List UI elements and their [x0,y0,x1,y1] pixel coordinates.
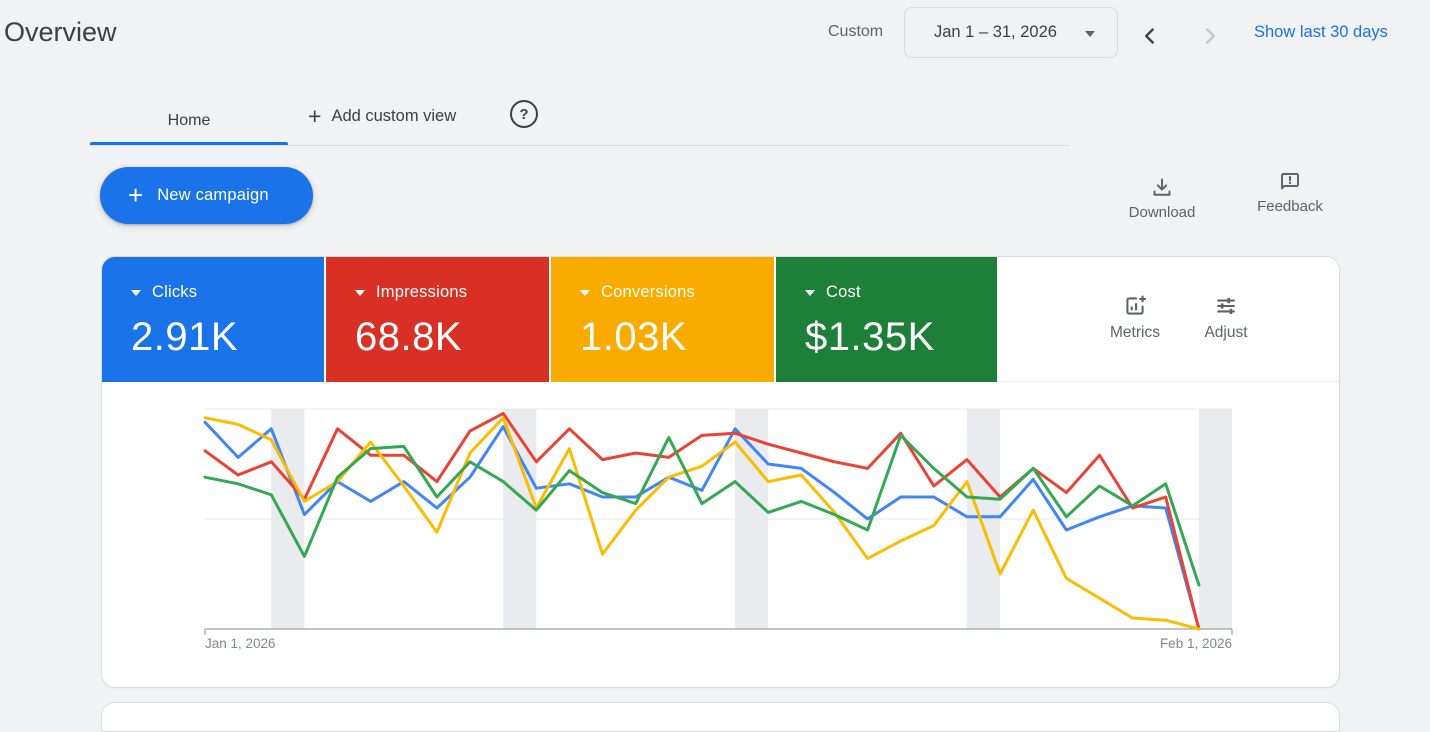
chevron-down-icon [131,290,141,296]
adjust-button[interactable]: Adjust [1198,293,1254,342]
metric-label: Conversions [601,283,695,302]
overview-card: Clicks 2.91K Impressions 68.8K Conversio… [101,256,1340,688]
metric-card-cost[interactable]: Cost $1.35K [776,257,997,382]
tab-bar-divider [90,145,1069,146]
chevron-down-icon [805,290,815,296]
overflow-menu-button[interactable] [1287,301,1313,341]
help-button[interactable]: ? [510,100,538,128]
question-mark-icon: ? [519,106,528,123]
download-icon [1150,176,1174,200]
previous-period-button[interactable] [1132,18,1168,54]
new-campaign-label: New campaign [157,186,269,205]
chevron-right-icon [1197,23,1223,49]
next-period-button[interactable] [1192,18,1228,54]
tab-home-label: Home [168,112,211,130]
add-custom-view-button[interactable]: + Add custom view [308,100,456,132]
metric-value: 1.03K [580,315,774,360]
feedback-icon [1278,170,1302,194]
metric-value: 2.91K [131,315,324,360]
tab-home[interactable]: Home [90,100,288,142]
metric-label: Clicks [152,283,197,302]
chevron-down-icon [580,290,590,296]
overview-chart[interactable]: Jan 1, 2026 Feb 1, 2026 [102,382,1339,687]
chevron-left-icon [1137,23,1163,49]
date-range-type-label: Custom [828,23,883,41]
metrics-button[interactable]: Metrics [1104,293,1166,342]
metric-label: Impressions [376,283,467,302]
chevron-down-icon [1085,31,1095,37]
metric-value: 68.8K [355,315,549,360]
new-campaign-button[interactable]: + New campaign [100,167,313,224]
next-section-card [101,702,1340,732]
x-axis-start-label: Jan 1, 2026 [205,636,276,651]
plus-icon: + [308,105,321,128]
download-label: Download [1120,204,1204,221]
tune-icon [1213,293,1239,319]
feedback-label: Feedback [1248,198,1332,215]
date-range-value: Jan 1 – 31, 2026 [934,23,1057,42]
metric-card-impressions[interactable]: Impressions 68.8K [326,257,549,382]
add-custom-view-label: Add custom view [331,107,456,126]
download-button[interactable]: Download [1120,176,1204,221]
metric-card-clicks[interactable]: Clicks 2.91K [102,257,324,382]
page-title: Overview [4,17,117,48]
x-axis-end-label: Feb 1, 2026 [1032,636,1232,651]
add-chart-icon [1122,293,1148,319]
metric-value: $1.35K [805,315,997,360]
chevron-down-icon [355,290,365,296]
metric-card-conversions[interactable]: Conversions 1.03K [551,257,774,382]
show-last-30-days-link[interactable]: Show last 30 days [1254,23,1388,42]
plus-icon: + [128,182,143,208]
metric-label: Cost [826,283,861,302]
date-range-picker[interactable]: Jan 1 – 31, 2026 [904,7,1118,58]
adjust-label: Adjust [1198,324,1254,342]
feedback-button[interactable]: Feedback [1248,170,1332,215]
metrics-label: Metrics [1104,324,1166,342]
